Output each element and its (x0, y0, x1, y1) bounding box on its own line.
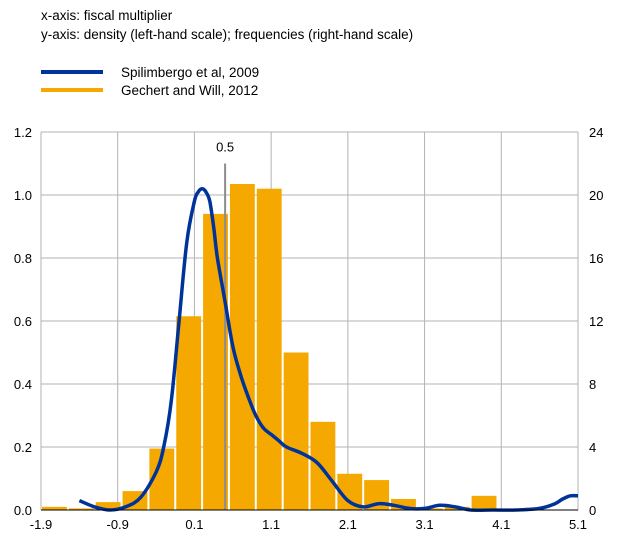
y-tick-label-3: 0.6 (14, 314, 32, 329)
y2-tick-label-3: 12 (589, 314, 603, 329)
annotation-line: 0.5 (216, 140, 234, 510)
histogram-bar-6 (203, 213, 228, 510)
y-tick-label-2: 0.4 (14, 377, 32, 392)
x-tick-label-4: 2.1 (339, 517, 357, 532)
x-axis-note: x-axis: fiscal multiplier (41, 8, 173, 23)
y-axis-note: y-axis: density (left-hand scale); frequ… (41, 27, 414, 42)
y-tick-label-4: 0.8 (14, 251, 32, 266)
histogram-bar-13 (391, 498, 416, 510)
annotation-label: 0.5 (216, 140, 234, 155)
histogram-bar-0 (42, 506, 67, 510)
y-tick-label-0: 0.0 (14, 503, 32, 518)
histogram-bar-14 (417, 508, 443, 510)
x-tick-label-3: 1.1 (262, 517, 280, 532)
y2-tick-label-5: 20 (589, 188, 603, 203)
legend-item-spilimbergo: Spilimbergo et al, 2009 (41, 63, 259, 81)
legend-swatch-spilimbergo (41, 70, 103, 74)
y2-tick-label-2: 8 (589, 377, 596, 392)
histogram-bar-9 (283, 352, 309, 510)
histogram-bar-8 (256, 188, 282, 510)
y2-tick-label-4: 16 (589, 251, 603, 266)
density-line (78, 186, 579, 512)
histogram-bar-1 (68, 508, 94, 510)
histogram-bar-10 (310, 421, 336, 510)
histogram-bars (42, 183, 497, 510)
y2-tick-label-6: 24 (589, 125, 603, 140)
histogram-bar-2 (95, 502, 121, 510)
x-tick-label-1: -0.9 (107, 517, 129, 532)
x-tick-label-0: -1.9 (30, 517, 52, 532)
legend-label-gechert: Gechert and Will, 2012 (121, 82, 259, 98)
x-tick-label-7: 5.1 (569, 517, 587, 532)
grid-lines (40, 131, 579, 511)
legend-label-spilimbergo: Spilimbergo et al, 2009 (121, 64, 260, 80)
x-tick-label-6: 4.1 (492, 517, 510, 532)
histogram-bar-16 (471, 495, 497, 510)
y2-tick-label-1: 4 (589, 440, 596, 455)
y2-tick-label-0: 0 (589, 503, 596, 518)
y-tick-label-1: 0.2 (14, 440, 32, 455)
y-tick-label-5: 1.0 (14, 188, 32, 203)
density-line-spilimbergo (78, 186, 579, 512)
x-tick-label-5: 3.1 (416, 517, 434, 532)
legend-swatch-gechert (41, 88, 103, 92)
tick-labels: -1.9 -0.9 0.1 1.1 2.1 3.1 4.1 5.1 0.0 0.2 0.4 0.6 0.… (14, 125, 604, 532)
x-tick-label-2: 0.1 (185, 517, 203, 532)
y-tick-label-6: 1.2 (14, 125, 32, 140)
histogram-bar-5 (176, 316, 202, 510)
legend-item-gechert: Gechert and Will, 2012 (41, 81, 258, 99)
